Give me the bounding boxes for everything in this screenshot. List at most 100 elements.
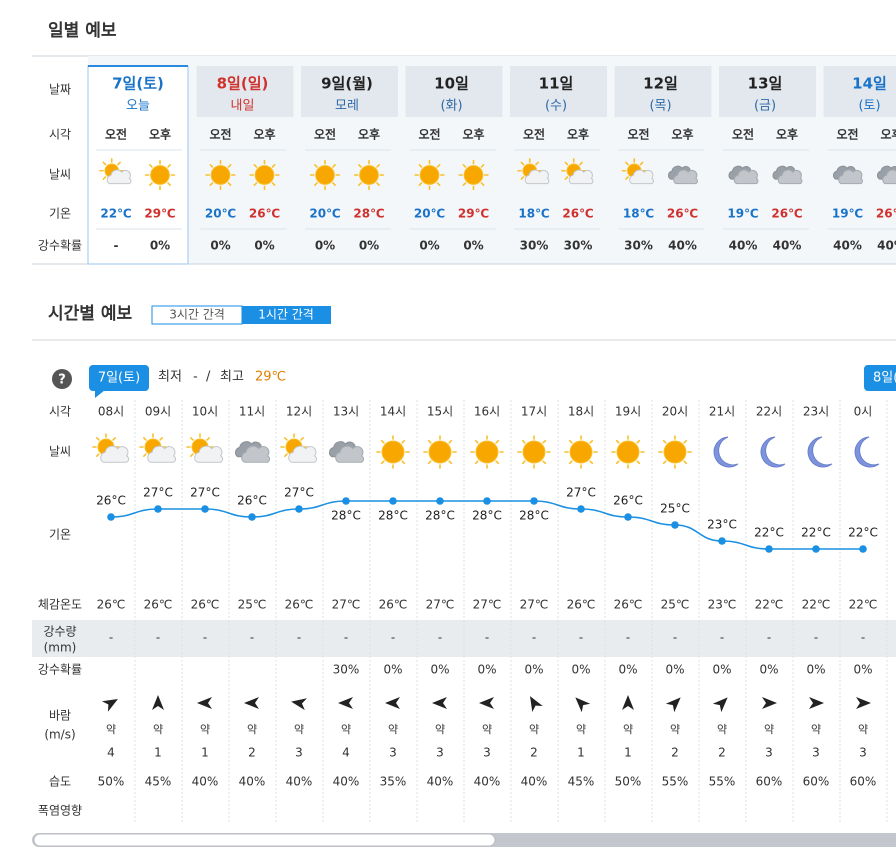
cloud-shape <box>241 445 270 463</box>
sun-ray <box>96 453 100 457</box>
day-badge <box>89 365 149 391</box>
weather-icon <box>458 159 489 191</box>
hour: 0시 <box>854 405 873 419</box>
sun-ray <box>314 182 318 186</box>
cloud-icon <box>335 445 364 463</box>
date-note: 오늘 <box>126 99 150 114</box>
rain-probability: 30% <box>520 239 549 253</box>
temperature-point <box>577 505 585 513</box>
cloud-shape <box>777 169 803 185</box>
sun-ray <box>167 182 171 186</box>
cloud-shape <box>882 169 896 185</box>
wind-arrow <box>244 697 259 709</box>
weather-icon <box>561 158 594 185</box>
period: 오후 <box>149 127 171 142</box>
date-header-bg <box>196 66 294 117</box>
cloud-icon <box>524 169 550 185</box>
sun-icon <box>205 159 236 191</box>
badge-tail <box>95 390 105 398</box>
weather-icon <box>658 435 692 469</box>
sun-disc <box>210 165 231 185</box>
humidity: 40% <box>192 775 219 789</box>
sun-icon <box>423 435 457 469</box>
sun-ray <box>206 437 210 441</box>
temperature: 26℃ <box>249 207 280 221</box>
wind-arrow <box>530 696 543 713</box>
weather-icon <box>309 159 341 191</box>
sun-ray <box>520 161 525 166</box>
weather-icon <box>621 158 654 185</box>
wind-speed: 1 <box>154 746 162 760</box>
sun-icon <box>376 435 410 469</box>
period: 오전 <box>732 127 754 142</box>
sun-ray <box>253 182 258 186</box>
help-button[interactable] <box>52 369 72 389</box>
sun-icon <box>517 158 543 184</box>
humidity: 40% <box>474 775 501 789</box>
cloud-shape <box>524 169 550 185</box>
max-label: 최고 <box>220 370 244 385</box>
wind-arrow <box>197 697 212 709</box>
sun-disc <box>522 440 546 464</box>
temperature-point <box>859 545 867 553</box>
sun-icon <box>517 435 551 469</box>
weather-icon <box>728 165 759 185</box>
sun-ray <box>521 460 526 465</box>
separator: / <box>206 370 211 385</box>
temperature-point <box>389 497 397 505</box>
sun-ray <box>436 182 441 186</box>
date-note: (토) <box>858 99 880 114</box>
rain-probability: 30% <box>333 663 360 677</box>
day-badge <box>864 365 896 391</box>
wind-speed: 2 <box>671 746 679 760</box>
date-note: (금) <box>754 99 776 114</box>
feels-like: 22℃ <box>802 598 831 612</box>
cloud-icon <box>629 169 654 185</box>
day-badge-label: 8일(일) <box>873 371 896 386</box>
weather-icon <box>833 165 863 185</box>
rain-probability: 0% <box>524 663 543 677</box>
wind-speed: 2 <box>718 746 726 760</box>
scroll-thumb[interactable] <box>33 833 496 847</box>
temperature-label: 26°C <box>96 494 126 508</box>
sun-ray <box>159 437 163 441</box>
tab-label: 3시간 간격 <box>169 308 225 322</box>
humidity: 55% <box>662 775 689 789</box>
weather-icon <box>186 433 223 463</box>
rain-probability: 0% <box>712 663 731 677</box>
wind-arrow <box>385 697 400 709</box>
wind-strength: 약 <box>435 722 445 736</box>
rain-probability: 0% <box>477 663 496 677</box>
cloud-icon <box>777 169 803 185</box>
weather-icon <box>713 436 739 468</box>
wind-strength: 약 <box>623 722 633 736</box>
weather-icon <box>423 435 457 469</box>
wind-speed: 1 <box>201 746 209 760</box>
temperature-label: 28°C <box>378 509 408 523</box>
rain-probability: 40% <box>833 239 862 253</box>
cloud-icon <box>194 445 223 463</box>
period: 오전 <box>418 127 440 142</box>
date-note: (화) <box>440 99 462 114</box>
hour: 15시 <box>427 405 453 419</box>
wind-arrow <box>809 697 824 709</box>
humidity: 60% <box>803 775 830 789</box>
wind-strength: 약 <box>247 722 257 736</box>
temperature: 26℃ <box>562 207 593 221</box>
hour: 22시 <box>756 405 782 419</box>
date-note: (목) <box>649 99 671 114</box>
temperature-point <box>483 497 491 505</box>
sun-ray <box>401 439 406 444</box>
sun-ray <box>480 164 485 168</box>
sun-ray <box>535 161 539 166</box>
sun-ray <box>149 182 153 186</box>
weather-icon <box>517 158 550 185</box>
period: 오후 <box>253 127 275 142</box>
tab-active[interactable] <box>242 306 331 324</box>
weather-icon <box>668 165 698 185</box>
sun-ray <box>495 460 500 465</box>
temperature: 29℃ <box>144 207 175 221</box>
sun-ray <box>332 182 336 186</box>
sun-ray <box>448 439 453 444</box>
